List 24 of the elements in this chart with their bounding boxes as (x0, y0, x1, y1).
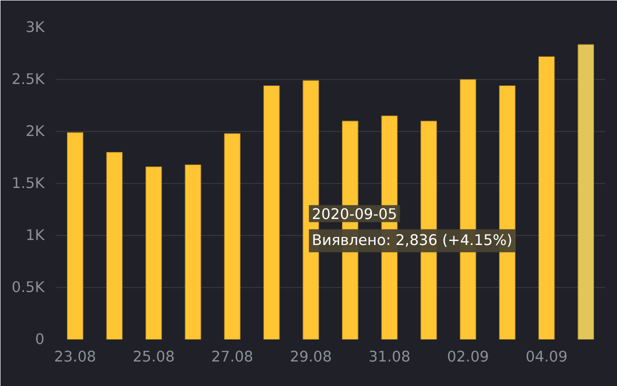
x-tick-label: 25.08 (132, 348, 175, 366)
bar (263, 85, 280, 340)
x-tick-label: 29.08 (290, 348, 332, 366)
bar (106, 152, 123, 340)
x-tick-label: 02.09 (447, 348, 489, 366)
y-tick-label: 0.5K (12, 279, 45, 296)
bar (224, 133, 240, 340)
y-tick-label: 2K (26, 123, 45, 140)
y-tick-label: 3K (26, 19, 45, 36)
y-tick-label: 1K (26, 227, 45, 244)
x-tick-label: 31.08 (368, 348, 410, 366)
bar (538, 56, 555, 340)
bar (146, 166, 162, 340)
x-tick-label: 27.08 (211, 348, 254, 366)
y-tick-label: 0 (35, 331, 45, 348)
bar (578, 44, 594, 340)
bar (66, 132, 84, 340)
x-tick-label: 04.09 (526, 348, 568, 366)
annotation: Виявлено: 2,836 (+4.15%) (312, 232, 512, 250)
bar (184, 164, 202, 340)
y-tick-label: 1.5K (12, 175, 45, 192)
annotation: 2020-09-05 (312, 206, 398, 224)
y-tick-label: 2.5K (12, 71, 45, 88)
x-tick-label: 23.08 (54, 348, 96, 366)
